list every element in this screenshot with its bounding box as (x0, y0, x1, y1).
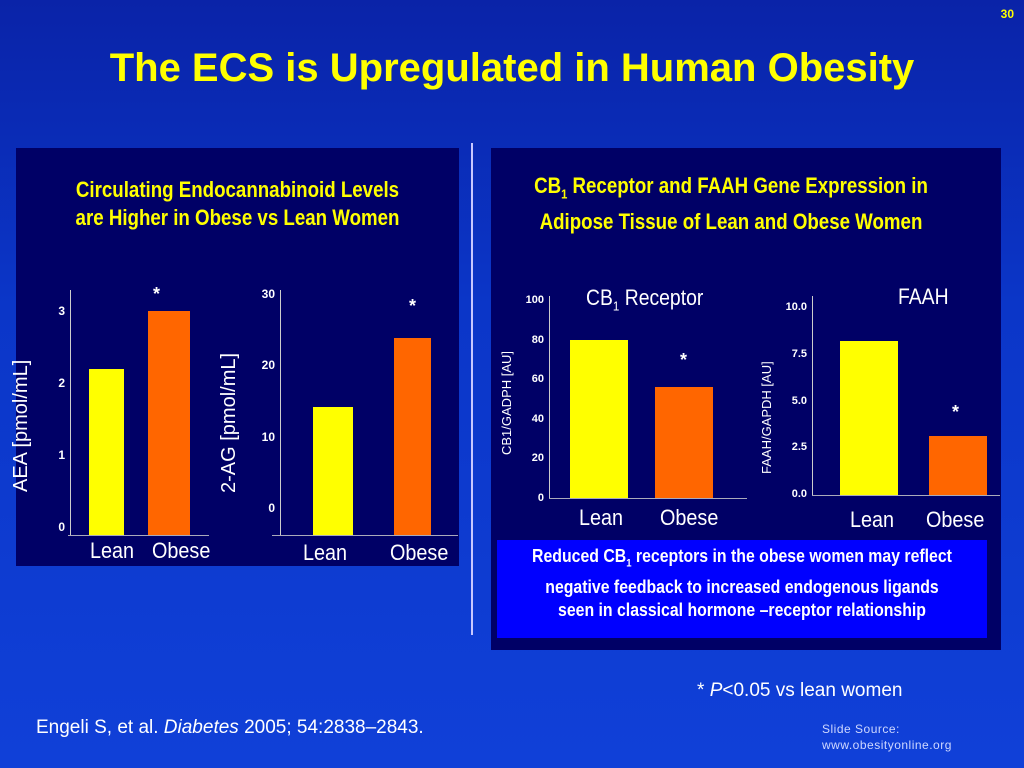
pvalue-star: * (697, 680, 710, 701)
bar-lean (840, 340, 898, 495)
divider (471, 143, 473, 635)
y-tick-label: 20 (261, 358, 275, 373)
y-tick-label: 60 (531, 373, 544, 386)
bar-lean (313, 406, 353, 535)
source-line2: www.obesityonline.org (822, 738, 952, 752)
y-tick-label: 0.0 (791, 488, 807, 500)
right-title-sub: 1 (561, 186, 568, 202)
citation: Engeli S, et al. Diabetes 2005; 54:2838–… (36, 717, 424, 739)
y-tick-label: 5.0 (791, 394, 807, 407)
note-sub: 1 (626, 557, 632, 570)
note-b: receptors in the obese women may reflect… (545, 546, 952, 620)
x-axis (549, 498, 747, 499)
y-tick-label: 80 (531, 333, 544, 346)
x-axis (68, 535, 209, 536)
y-tick-label: 10.0 (785, 301, 807, 313)
y-tick-label: 10 (261, 429, 275, 444)
y-tick-label: 20 (531, 452, 544, 465)
bar-obese (655, 387, 713, 498)
bar-obese (929, 436, 987, 495)
right-panel-title: CB1 Receptor and FAAH Gene Expression in… (519, 172, 944, 236)
y-axis-label: AEA [pmol/mL] (10, 359, 32, 492)
citation-journal: Diabetes (163, 717, 239, 738)
bar-lean (89, 368, 124, 535)
source-line1: Slide Source: (822, 722, 900, 736)
y-tick-label: 0 (268, 501, 275, 515)
y-tick-label: 40 (531, 412, 544, 425)
x-tick-label: Lean (579, 505, 624, 530)
y-tick-label: 2.5 (791, 441, 807, 454)
y-tick-label: 3 (58, 304, 65, 318)
citation-rest: 2005; 54:2838–2843. (238, 717, 424, 738)
bar-obese (148, 311, 190, 535)
x-tick-label: Lean (90, 538, 135, 563)
y-tick-label: 7.5 (791, 347, 807, 360)
slide-number: 30 (1000, 7, 1014, 21)
left-panel-title: Circulating Endocannabinoid Levels are H… (49, 176, 426, 232)
y-tick-label: 0 (58, 520, 65, 534)
chart-title: FAAH (898, 284, 949, 309)
bar-obese (394, 338, 431, 535)
y-axis (812, 296, 813, 495)
y-axis (280, 290, 281, 535)
x-tick-label: Obese (926, 507, 985, 532)
significance-star: * (153, 284, 161, 304)
y-axis (70, 290, 71, 535)
right-title-b: Receptor and FAAH Gene Expression in (567, 173, 928, 198)
y-axis-label: 2-AG [pmol/mL] (218, 352, 240, 493)
pvalue-p: P (709, 680, 723, 701)
pvalue-note: * P<0.05 vs lean women (697, 680, 902, 702)
right-title-a: CB (534, 173, 562, 198)
x-tick-label: Obese (152, 538, 211, 563)
y-tick-label: 2 (58, 376, 65, 390)
x-tick-label: Obese (660, 505, 719, 530)
slide-title: The ECS is Upregulated in Human Obesity (109, 46, 915, 90)
left-title-line2: are Higher in Obese vs Lean Women (75, 205, 400, 230)
y-tick-label: 0 (537, 492, 544, 504)
pvalue-rest: <0.05 vs lean women (722, 680, 903, 701)
slide-source: Slide Source: www.obesityonline.org (822, 721, 952, 753)
note-a: Reduced CB (532, 546, 627, 566)
x-tick-label: Lean (303, 540, 348, 565)
left-title-line1: Circulating Endocannabinoid Levels (75, 177, 400, 202)
chart-title: CB1 Receptor (586, 285, 704, 314)
y-tick-label: 30 (261, 287, 275, 301)
x-axis (812, 495, 1000, 496)
bar-lean (570, 339, 628, 498)
y-axis (549, 296, 550, 498)
x-axis (272, 535, 458, 536)
right-title-line2: Adipose Tissue of Lean and Obese Women (539, 209, 923, 235)
y-axis-label: CB1/GADPH [AU] (499, 350, 514, 455)
significance-star: * (409, 296, 417, 316)
y-tick-label: 1 (58, 448, 65, 462)
citation-authors: Engeli S, et al. (36, 717, 164, 738)
y-tick-label: 100 (525, 294, 544, 306)
y-axis-label: FAAH/GAPDH [AU] (759, 361, 774, 474)
note-box: Reduced CB1 receptors in the obese women… (497, 540, 987, 638)
significance-star: * (680, 350, 688, 370)
x-tick-label: Obese (390, 540, 449, 565)
x-tick-label: Lean (850, 507, 895, 532)
significance-star: * (952, 402, 960, 422)
